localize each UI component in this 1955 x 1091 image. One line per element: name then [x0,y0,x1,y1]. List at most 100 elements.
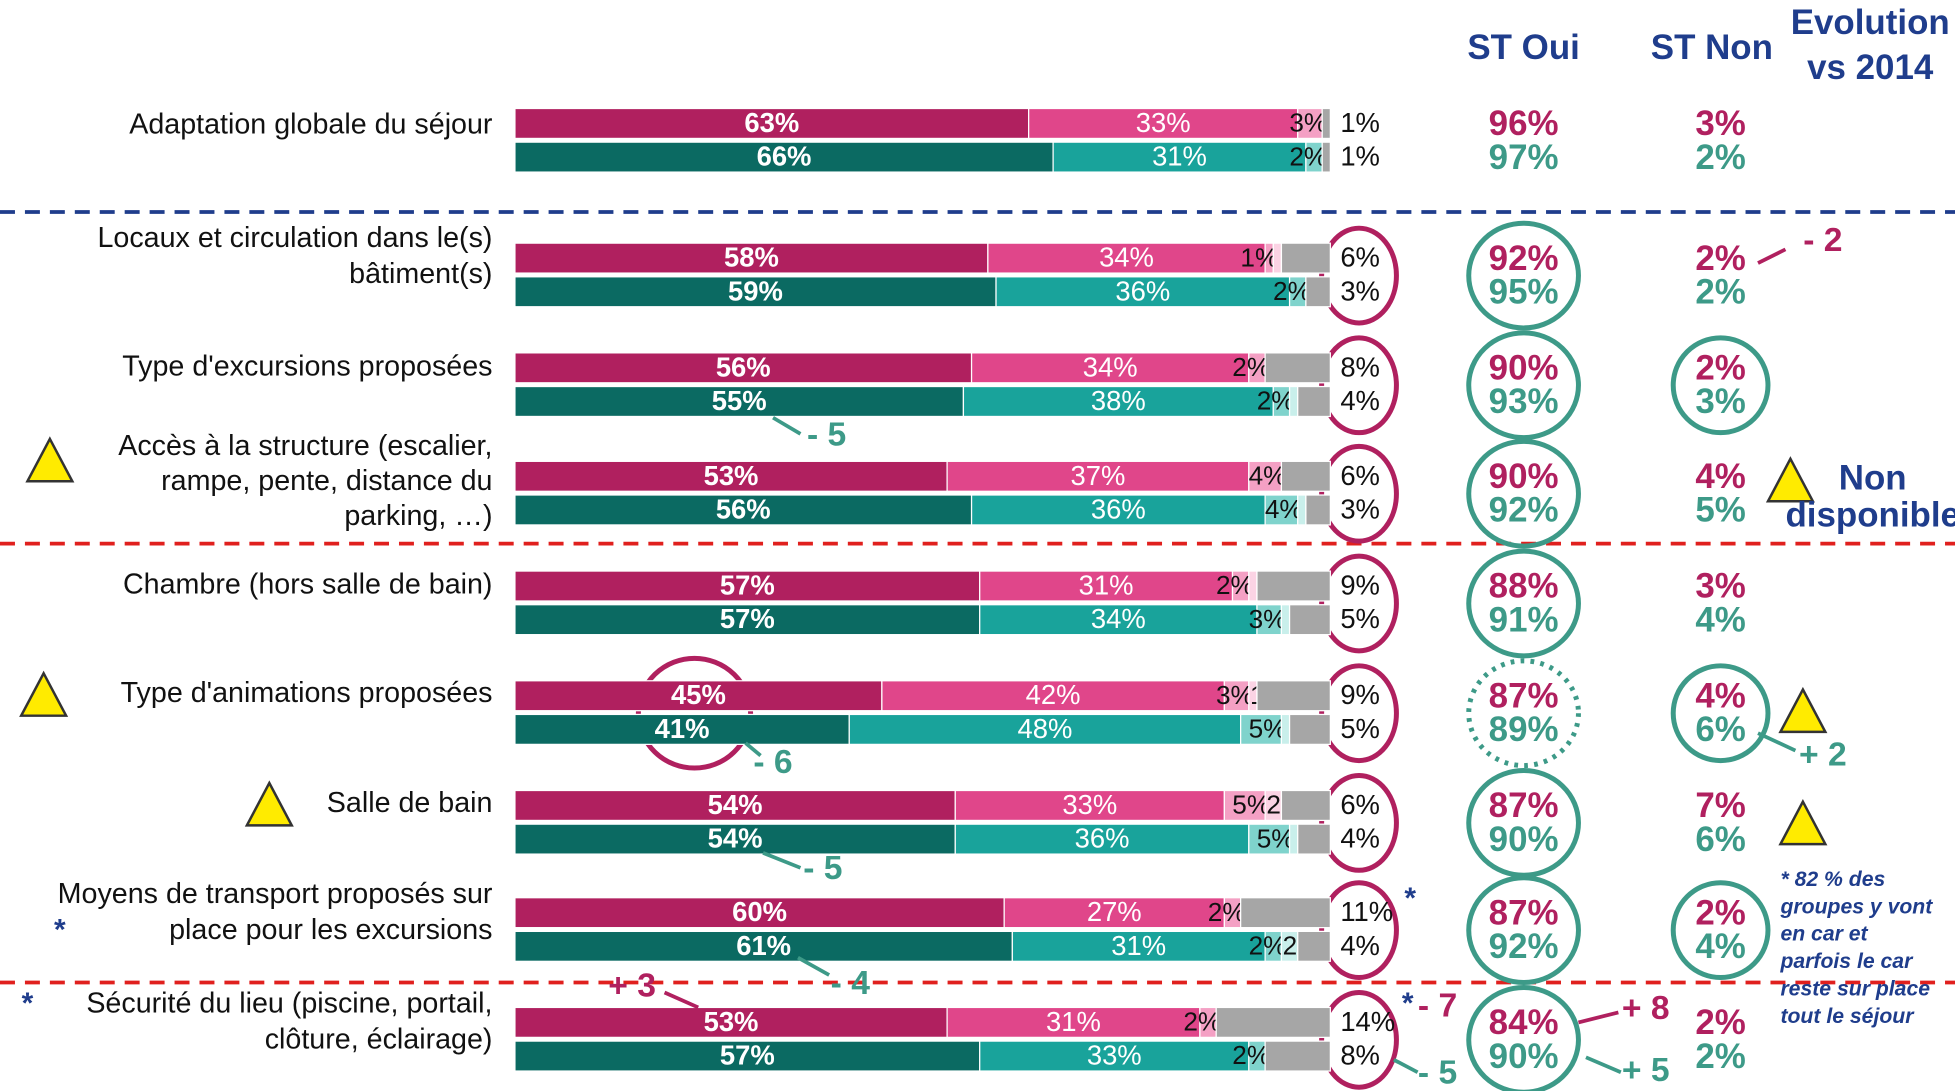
note: tout le séjour [1780,1005,1915,1028]
bar-segment [1003,897,1225,929]
highlight-circle [1319,335,1399,436]
bar-segment [1288,823,1299,855]
value-label: 58% [724,242,779,273]
value-label: 6% [1340,789,1380,820]
value-label: 3% [1249,604,1287,634]
row-label: Adaptation globale du séjour [129,109,493,141]
value-label: 4% [1340,930,1380,961]
value-label: 42% [1026,679,1081,710]
evolution: + 8 [1622,990,1670,1027]
bar-segment [1297,494,1307,526]
highlight-circle [1466,330,1581,441]
warning-icon [1778,686,1828,734]
row-label: place pour les excursions [169,914,492,946]
st-non: 2% [1695,893,1745,932]
warning-icon [19,670,69,717]
bar-segment [1280,789,1331,822]
value-label: 34% [1091,603,1146,634]
bar-segment [970,494,1266,526]
st-oui: 87% [1489,893,1559,932]
st-non: 2% [1695,138,1745,177]
bar-segment [979,570,1234,602]
st-non: 6% [1695,820,1745,859]
value-label: 8% [1340,351,1380,382]
value-label: 4% [1265,494,1303,524]
value-label: 11% [1340,896,1393,927]
highlight-circle [1319,553,1399,654]
warning-icon [1778,799,1828,846]
note: groupes y vont [1779,895,1933,918]
value-label: 33% [1087,1040,1142,1071]
bar-segment [514,107,1030,140]
bar-segment [1240,897,1331,929]
st-oui: 88% [1489,567,1559,606]
highlight-circle [1466,548,1581,659]
value-label: 31% [1111,930,1166,961]
value-label: 54% [708,789,763,820]
evolution: + 5 [1622,1052,1670,1089]
value-label: 45% [671,679,726,710]
value-label: 5% [1249,714,1287,744]
annotation-leader [772,416,802,436]
highlight-circle [1466,220,1581,331]
st-non: 2% [1695,272,1745,311]
bar-segment [1297,823,1331,855]
highlight-circle [1466,438,1581,549]
value-label: 2% [1232,352,1270,382]
separators [0,210,1955,985]
status: Non [1839,458,1907,497]
highlight-circle [1670,335,1771,436]
value-label: 14% [1340,1006,1395,1037]
st-non: 5% [1695,491,1745,530]
bar-segment [1215,1006,1331,1038]
note: en car et [1780,923,1868,946]
row-label: Chambre (hors salle de bain) [123,569,493,601]
value-label: 57% [720,603,775,634]
st-non: 6% [1695,710,1745,749]
evolution: - 5 [803,850,842,887]
st-non: 7% [1695,786,1745,825]
bar-segment [514,823,956,855]
st-non: 3% [1695,567,1745,606]
st-oui: 91% [1489,600,1559,639]
annotation-leader [1393,1058,1419,1074]
st-oui: 90% [1489,457,1559,496]
value-label: 48% [1018,713,1073,744]
row-label: Type d'excursions proposées [122,350,492,382]
bar-segment [946,460,1250,492]
row-label: Type d'animations proposées [121,677,493,709]
evolution: - 2 [1803,222,1842,259]
value-label: 3% [1289,108,1327,138]
evolution: - 6 [753,744,792,781]
bar-segment [514,385,965,418]
value-label: 2% [1183,1007,1221,1037]
row-label: clôture, éclairage) [265,1024,493,1056]
bar-segment [514,242,989,274]
value-label: 3% [1340,275,1380,306]
row-label: Accès à la structure (escalier, [118,430,492,462]
bar-segment [1280,713,1291,745]
note: parfois le car [1779,950,1914,973]
value-label: 6% [1340,242,1380,273]
note: * 82 % des [1780,868,1885,891]
value-label: 36% [1075,823,1130,854]
annotation-leader [797,955,831,977]
value-label: 2% [1208,897,1246,927]
st-oui: 87% [1489,676,1559,715]
row-label: Salle de bain [327,787,493,819]
value-label: 2% [1216,570,1254,600]
value-label: 36% [1115,275,1170,306]
value-label: 37% [1071,460,1126,491]
value-label: 9% [1340,570,1380,601]
value-label: 8% [1340,1040,1380,1071]
value-label: 34% [1099,242,1154,273]
st-non: 4% [1695,600,1745,639]
bar-segment [962,385,1274,418]
bar-segment [970,352,1250,384]
row-label: bâtiment(s) [349,258,492,290]
value-label: 4% [1340,823,1380,854]
asterisk: * [1404,882,1416,915]
bar-segment [514,930,1013,962]
bar-segment [1321,141,1331,173]
bar-segment [1288,604,1331,636]
